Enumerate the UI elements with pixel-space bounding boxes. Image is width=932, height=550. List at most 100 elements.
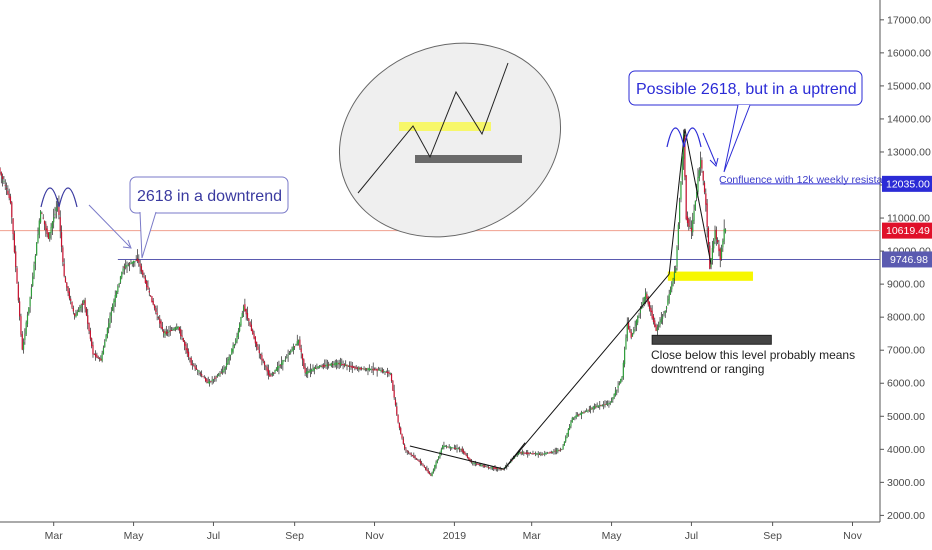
svg-text:12035.00: 12035.00: [886, 178, 930, 190]
candle: [168, 325, 170, 337]
candle: [104, 339, 106, 348]
candle: [559, 447, 562, 452]
candle: [144, 275, 146, 284]
candle: [308, 368, 310, 374]
candle: [80, 303, 82, 313]
candle: [239, 322, 241, 333]
candle: [583, 410, 585, 414]
top-arc: [40, 187, 60, 208]
yellow-zone[interactable]: [667, 271, 753, 281]
candle: [392, 380, 394, 391]
candle: [215, 375, 217, 382]
y-tick-label: 5000.00: [887, 411, 925, 423]
candle: [38, 218, 40, 239]
candle: [0, 167, 1, 175]
candle: [665, 305, 668, 313]
candle: [134, 260, 136, 267]
candle: [468, 457, 470, 461]
grey-zone[interactable]: [651, 334, 772, 345]
candle: [723, 219, 725, 245]
candle: [375, 367, 377, 371]
callout-pointer: [139, 211, 157, 259]
candle: [630, 329, 632, 340]
candle: [373, 367, 376, 371]
candle: [554, 447, 556, 455]
candle: [77, 307, 80, 313]
candle: [244, 298, 246, 312]
candle: [668, 289, 670, 304]
candle: [338, 359, 340, 370]
candle: [279, 364, 281, 369]
candle: [219, 371, 221, 377]
callout-2618-downtrend[interactable]: 2618 in a downtrend: [129, 176, 289, 259]
trendline[interactable]: [503, 273, 670, 470]
candle: [275, 367, 277, 371]
candle: [495, 467, 497, 472]
candle: [624, 346, 626, 368]
candle: [184, 339, 186, 351]
candle: [26, 311, 29, 328]
candle: [393, 384, 395, 400]
candle: [603, 401, 605, 410]
candle: [384, 371, 386, 376]
candle: [147, 280, 149, 291]
candle: [462, 448, 465, 455]
candle: [529, 451, 531, 454]
arrow-head: [709, 157, 719, 167]
candle: [98, 357, 101, 362]
candle: [172, 327, 174, 332]
candle: [58, 195, 60, 220]
candle: [442, 444, 444, 450]
candle: [53, 208, 55, 229]
candle: [538, 452, 541, 456]
candle: [167, 329, 169, 337]
candle: [250, 319, 253, 332]
trendline[interactable]: [503, 442, 526, 470]
candle: [413, 452, 415, 459]
candle: [431, 471, 433, 477]
price-axis[interactable]: 2000.00 3000.00 4000.00 5000.00 6000.00 7000.…: [880, 14, 931, 522]
x-tick-label: Nov: [843, 530, 862, 542]
pattern-inset[interactable]: [310, 11, 590, 270]
trendline[interactable]: [684, 128, 712, 265]
time-axis[interactable]: Mar May Jul Sep Nov 2019 Mar May Jul Sep Nov: [45, 522, 863, 542]
callout-2618-uptrend[interactable]: Possible 2618, but in a uptrend: [628, 70, 863, 173]
candle: [620, 378, 622, 384]
y-tick-label: 4000.00: [887, 444, 925, 456]
candle: [457, 447, 459, 450]
candle: [223, 365, 225, 374]
inset-ellipse: [338, 42, 562, 238]
candle: [109, 312, 111, 328]
candle: [300, 344, 302, 359]
trendline[interactable]: [668, 128, 686, 275]
candle: [288, 350, 291, 356]
candle: [350, 361, 352, 370]
candle: [163, 329, 165, 338]
trendline[interactable]: [409, 445, 505, 470]
candle: [214, 375, 216, 382]
candle: [618, 381, 621, 386]
candle: [224, 366, 226, 375]
candle: [689, 216, 691, 229]
candle: [236, 332, 238, 344]
candle: [523, 451, 525, 456]
y-tick-label: 7000.00: [887, 345, 925, 357]
candle: [316, 363, 318, 370]
candle: [341, 358, 343, 367]
arrow-head: [122, 239, 132, 249]
candle: [148, 287, 150, 297]
candle: [571, 416, 573, 423]
candle: [227, 357, 229, 365]
y-tick-label: 16000.00: [887, 47, 931, 59]
candle: [621, 375, 623, 382]
candle: [7, 185, 9, 196]
candle: [83, 299, 85, 305]
candle: [694, 200, 696, 211]
candle: [669, 286, 672, 296]
drawings[interactable]: [40, 127, 719, 470]
candle: [685, 174, 687, 221]
candle: [561, 448, 563, 451]
candle: [381, 367, 383, 374]
candle: [588, 405, 590, 413]
